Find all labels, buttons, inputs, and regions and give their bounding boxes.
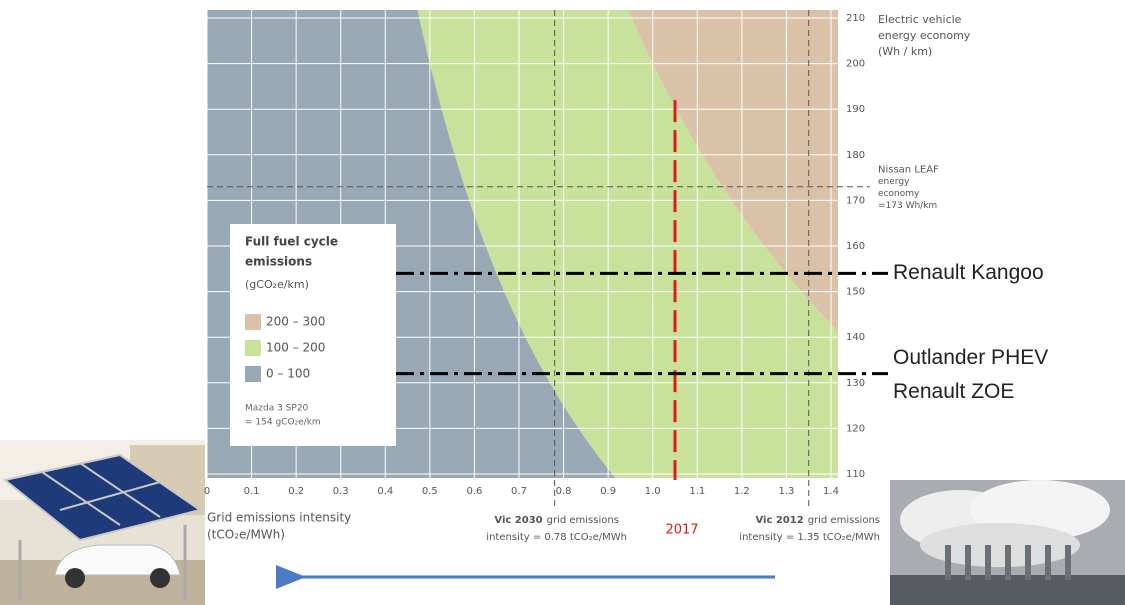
y-axis-label: Electric vehicle	[878, 13, 962, 26]
legend-swatch	[245, 314, 261, 330]
vehicle-label: Renault Kangoo	[893, 261, 1044, 284]
y-tick-label: 210	[846, 13, 865, 24]
reference-label-bold: Vic 2030	[494, 515, 542, 526]
vehicle-label: Renault ZOE	[893, 380, 1014, 403]
legend-label: 100 – 200	[266, 341, 325, 355]
x-tick-label: 0.9	[600, 486, 616, 497]
x-tick-label: 1.1	[689, 486, 705, 497]
reference-label: energy	[878, 177, 910, 187]
reference-label: Vic 2012 grid emissions	[755, 515, 880, 526]
y-axis-label: energy economy	[878, 29, 971, 42]
y-tick-label: 160	[846, 241, 865, 252]
reference-label: intensity = 1.35 tCO₂e/MWh	[739, 532, 880, 543]
vehicle-label: Outlander PHEV	[893, 346, 1048, 369]
x-tick-label: 0.5	[422, 486, 438, 497]
x-tick-label: 0	[204, 486, 210, 497]
y-tick-label: 170	[846, 195, 865, 206]
legend-unit: (gCO₂e/km)	[245, 278, 309, 291]
y-tick-label: 200	[846, 59, 865, 70]
reference-label: economy	[878, 189, 920, 199]
legend-label: 0 – 100	[266, 367, 310, 381]
legend-label: 200 – 300	[266, 315, 325, 329]
y-tick-label: 140	[846, 332, 865, 343]
x-tick-label: 0.8	[556, 486, 572, 497]
x-tick-label: 1.4	[823, 486, 839, 497]
x-tick-label: 0.4	[377, 486, 393, 497]
y-tick-label: 130	[846, 378, 865, 389]
x-tick-label: 1.3	[778, 486, 794, 497]
solar-carport-photo	[0, 440, 205, 605]
x-axis-label: (tCO₂e/MWh)	[207, 528, 285, 542]
reference-label: Nissan LEAF	[878, 165, 939, 176]
reference-label: =173 Wh/km	[878, 201, 937, 211]
legend-note: Mazda 3 SP20	[245, 404, 309, 414]
power-station-photo	[890, 480, 1125, 605]
reference-label-bold: Vic 2012	[755, 515, 803, 526]
reference-label-text: grid emissions	[547, 515, 619, 526]
year-label: 2017	[665, 523, 698, 538]
x-tick-label: 1.0	[645, 486, 661, 497]
reference-label: intensity = 0.78 tCO₂e/MWh	[486, 532, 627, 543]
x-axis-label: Grid emissions intensity	[207, 511, 351, 525]
x-tick-label: 0.1	[244, 486, 260, 497]
y-tick-label: 120	[846, 423, 865, 434]
chart: 0 0.1 0.2 0.3 0.4 0.5 0.6 0.7 0.8 0.9 1.0 1.1 1.2 1.3…	[0, 0, 1125, 605]
legend-swatch	[245, 340, 261, 356]
reference-label: Vic 2030 grid emissions	[494, 515, 619, 526]
y-axis-label: (Wh / km)	[878, 45, 932, 58]
y-tick-label: 190	[846, 104, 865, 115]
x-tick-label: 1.2	[734, 486, 750, 497]
y-tick-label: 110	[846, 469, 865, 480]
legend-swatch	[245, 366, 261, 382]
legend-title: Full fuel cycle	[245, 235, 338, 249]
x-tick-label: 0.7	[511, 486, 527, 497]
x-tick-label: 0.3	[333, 486, 349, 497]
y-tick-label: 180	[846, 150, 865, 161]
legend-note: = 154 gCO₂e/km	[245, 418, 321, 428]
x-tick-label: 0.2	[288, 486, 304, 497]
y-tick-label: 150	[846, 287, 865, 298]
reference-label-text: grid emissions	[808, 515, 880, 526]
x-tick-label: 0.6	[466, 486, 482, 497]
legend-title: emissions	[245, 255, 312, 269]
